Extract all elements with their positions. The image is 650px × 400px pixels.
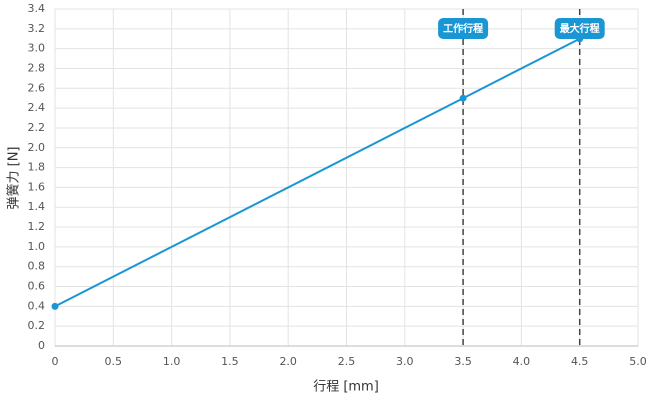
- y-tick-label: 2.8: [28, 61, 46, 74]
- annotation-box: [438, 18, 489, 39]
- x-tick-label: 2.0: [279, 355, 297, 368]
- y-tick-label: 2.0: [28, 141, 46, 154]
- y-tick-label: 2.6: [28, 81, 46, 94]
- x-tick-label: 0.5: [105, 355, 123, 368]
- y-tick-label: 0.6: [28, 280, 46, 293]
- data-point: [51, 302, 59, 310]
- x-tick-label: 2.5: [338, 355, 356, 368]
- x-axis-title: 行程 [mm]: [313, 380, 379, 395]
- y-tick-label: 0.4: [28, 299, 46, 312]
- y-axis-title: 弹簧力 [N]: [6, 146, 22, 209]
- y-tick-label: 1.8: [28, 161, 46, 174]
- annotation-label: 工作行程: [443, 22, 483, 35]
- annotation-box: [554, 18, 605, 39]
- y-tick-label: 1.0: [28, 240, 46, 253]
- annotation-label: 最大行程: [560, 22, 600, 35]
- y-tick-label: 2.4: [28, 101, 46, 114]
- y-tick-label: 2.2: [28, 121, 46, 134]
- y-tick-label: 0.2: [28, 319, 46, 332]
- x-tick-label: 4.0: [513, 355, 531, 368]
- x-tick-label: 5.0: [629, 355, 647, 368]
- y-tick-label: 3.4: [28, 2, 46, 15]
- y-tick-label: 1.6: [28, 180, 46, 193]
- x-tick-label: 1.5: [221, 355, 239, 368]
- x-tick-label: 3.5: [454, 355, 472, 368]
- x-tick-label: 1.0: [163, 355, 181, 368]
- y-tick-label: 3.2: [28, 22, 46, 35]
- x-tick-label: 3.0: [396, 355, 414, 368]
- y-tick-label: 1.4: [28, 200, 46, 213]
- y-tick-label: 0.8: [28, 260, 46, 273]
- x-tick-label: 0: [52, 355, 59, 368]
- x-tick-label: 4.5: [571, 355, 589, 368]
- data-point: [459, 94, 467, 102]
- y-tick-label: 1.2: [28, 220, 46, 233]
- y-tick-label: 0: [38, 339, 45, 352]
- y-tick-label: 3.0: [28, 42, 46, 55]
